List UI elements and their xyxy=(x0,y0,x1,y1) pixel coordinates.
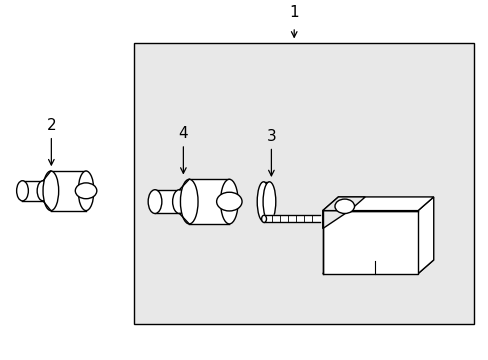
Bar xyxy=(51,171,86,211)
Ellipse shape xyxy=(216,192,242,211)
Ellipse shape xyxy=(148,190,162,213)
Polygon shape xyxy=(43,171,51,211)
Text: 4: 4 xyxy=(178,126,188,141)
Bar xyxy=(189,179,229,224)
Ellipse shape xyxy=(263,182,275,221)
Ellipse shape xyxy=(78,171,94,211)
Polygon shape xyxy=(322,211,417,274)
Text: 2: 2 xyxy=(46,118,56,133)
Polygon shape xyxy=(322,197,433,211)
Polygon shape xyxy=(417,197,433,274)
Polygon shape xyxy=(322,260,433,274)
Ellipse shape xyxy=(43,171,59,211)
Circle shape xyxy=(334,199,354,213)
Polygon shape xyxy=(179,179,189,224)
Bar xyxy=(22,181,43,201)
Ellipse shape xyxy=(220,179,238,224)
Ellipse shape xyxy=(261,215,266,222)
Ellipse shape xyxy=(172,190,186,213)
Ellipse shape xyxy=(180,179,198,224)
Ellipse shape xyxy=(75,183,97,199)
Ellipse shape xyxy=(17,181,28,201)
Polygon shape xyxy=(322,211,349,229)
Ellipse shape xyxy=(257,182,269,221)
Text: 1: 1 xyxy=(289,5,298,20)
Text: 3: 3 xyxy=(266,129,276,144)
Polygon shape xyxy=(322,197,365,211)
Bar xyxy=(134,43,473,324)
Bar xyxy=(263,182,269,221)
Ellipse shape xyxy=(37,181,49,201)
Bar xyxy=(155,190,179,213)
